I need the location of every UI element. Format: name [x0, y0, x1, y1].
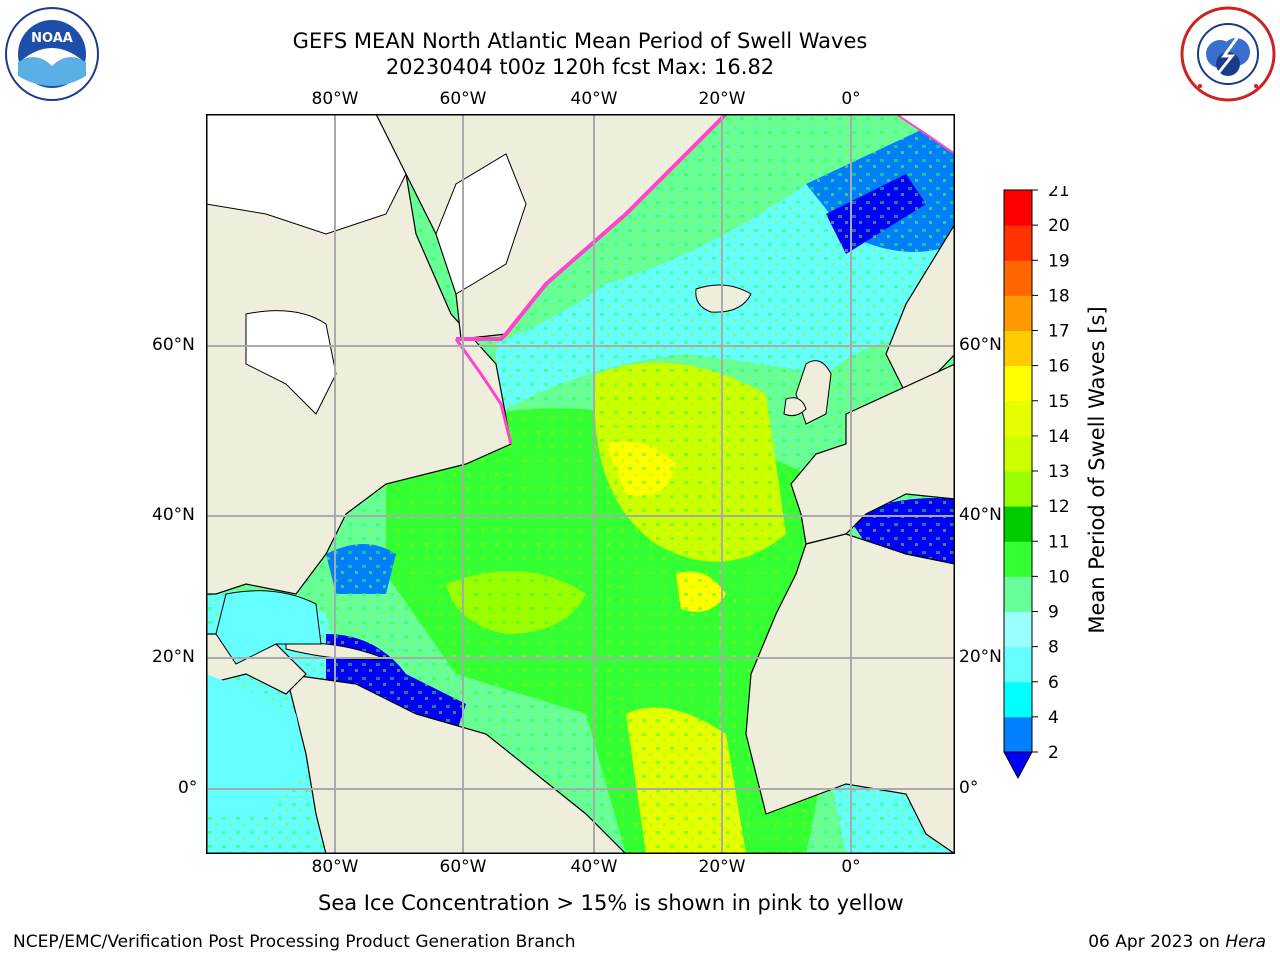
noaa-logo: NOAA	[4, 6, 100, 102]
lat-label-left: 0°	[178, 778, 198, 798]
footer-date: 06 Apr 2023 on Hera	[1088, 932, 1266, 952]
colorbar-tick-label: 19	[1048, 251, 1070, 271]
lon-label-bottom: 0°	[841, 857, 861, 877]
colorbar-band	[1004, 541, 1032, 577]
lon-label-bottom: 40°W	[570, 857, 618, 877]
lon-label-top: 0°	[841, 89, 861, 109]
colorbar-tick-label: 6	[1048, 673, 1059, 693]
colorbar-band	[1004, 576, 1032, 612]
graticule	[206, 114, 955, 854]
colorbar-band	[1004, 190, 1032, 226]
colorbar-tick-label: 17	[1048, 322, 1070, 342]
nws-logo	[1180, 6, 1276, 102]
lat-label-left: 60°N	[152, 335, 195, 355]
gulf-of-mexico	[215, 590, 322, 665]
lat-label-left: 20°N	[152, 647, 195, 667]
swell-period-map	[206, 114, 955, 854]
colorbar-band	[1004, 716, 1032, 753]
colorbar-band	[1004, 611, 1032, 648]
pacific-coastal	[206, 674, 306, 814]
lat-label-left: 40°N	[152, 505, 195, 525]
colorbar-title: Mean Period of Swell Waves [s]	[1085, 306, 1109, 634]
lon-label-top: 20°W	[698, 89, 746, 109]
ireland-land	[783, 397, 807, 417]
colorbar-band	[1004, 400, 1032, 437]
colorbar-tick-label: 12	[1048, 497, 1070, 517]
colorbar-tick-label: 18	[1048, 286, 1070, 306]
footer-credit: NCEP/EMC/Verification Post Processing Pr…	[13, 932, 576, 952]
lon-label-top: 80°W	[311, 89, 359, 109]
footer-machine: Hera	[1225, 932, 1266, 952]
colorbar-band	[1004, 225, 1032, 261]
lon-label-bottom: 20°W	[698, 857, 746, 877]
iceland-land	[695, 284, 752, 313]
colorbar-tick-label: 13	[1048, 462, 1070, 482]
baffin-ice	[435, 153, 527, 295]
colorbar-band	[1004, 330, 1032, 367]
colorbar-band	[1004, 471, 1032, 507]
lat-label-right: 20°N	[959, 647, 1002, 667]
lon-label-bottom: 80°W	[311, 857, 359, 877]
lon-label-top: 60°W	[439, 89, 487, 109]
colorbar: 2 4 6 8 9 10 11 12 13 14 15 16 17 18 19 20 21	[1003, 186, 1070, 780]
colorbar-band	[1004, 435, 1032, 472]
lon-label-top: 40°W	[570, 89, 618, 109]
colorbar-tick-label: 15	[1048, 392, 1070, 412]
colorbar-tick-label: 9	[1048, 603, 1059, 623]
colorbar-band	[1004, 365, 1032, 402]
hudson-bay-ice	[245, 310, 337, 415]
colorbar-band	[1004, 646, 1032, 683]
map-frame	[206, 114, 955, 854]
colorbar-tick-label: 2	[1048, 743, 1059, 763]
colorbar-tick-label: 16	[1048, 357, 1070, 377]
sea-ice-note: Sea Ice Concentration > 15% is shown in …	[318, 891, 904, 915]
footer-date-text: 06 Apr 2023 on	[1088, 932, 1220, 952]
colorbar-tick-label: 8	[1048, 638, 1059, 658]
lon-label-bottom: 60°W	[439, 857, 487, 877]
colorbar-tick-label: 20	[1048, 216, 1070, 236]
colorbar-band	[1004, 681, 1032, 718]
arctic-ice-east	[894, 114, 955, 156]
colorbar-tick-label: 21	[1048, 186, 1070, 201]
colorbar-tick-label: 4	[1048, 708, 1059, 728]
lat-label-right: 60°N	[959, 335, 1002, 355]
lat-label-right: 0°	[959, 778, 979, 798]
colorbar-tick-label: 10	[1048, 567, 1070, 587]
ice-edge	[454, 338, 513, 445]
colorbar-band	[1004, 295, 1032, 331]
colorbar-tick-label: 11	[1048, 532, 1070, 552]
ice-edge	[456, 114, 728, 341]
colorbar-band	[1004, 506, 1032, 542]
svg-text:NOAA: NOAA	[31, 31, 73, 46]
south-america-land	[285, 673, 627, 854]
colorbar-band	[1004, 260, 1032, 296]
colorbar-tick-label: 14	[1048, 427, 1070, 447]
lat-label-right: 40°N	[959, 505, 1002, 525]
chart-subtitle: 20230404 t00z 120h fcst Max: 16.82	[385, 55, 775, 79]
colorbar-under-triangle	[1003, 751, 1033, 780]
chart-title: GEFS MEAN North Atlantic Mean Period of …	[292, 29, 868, 53]
